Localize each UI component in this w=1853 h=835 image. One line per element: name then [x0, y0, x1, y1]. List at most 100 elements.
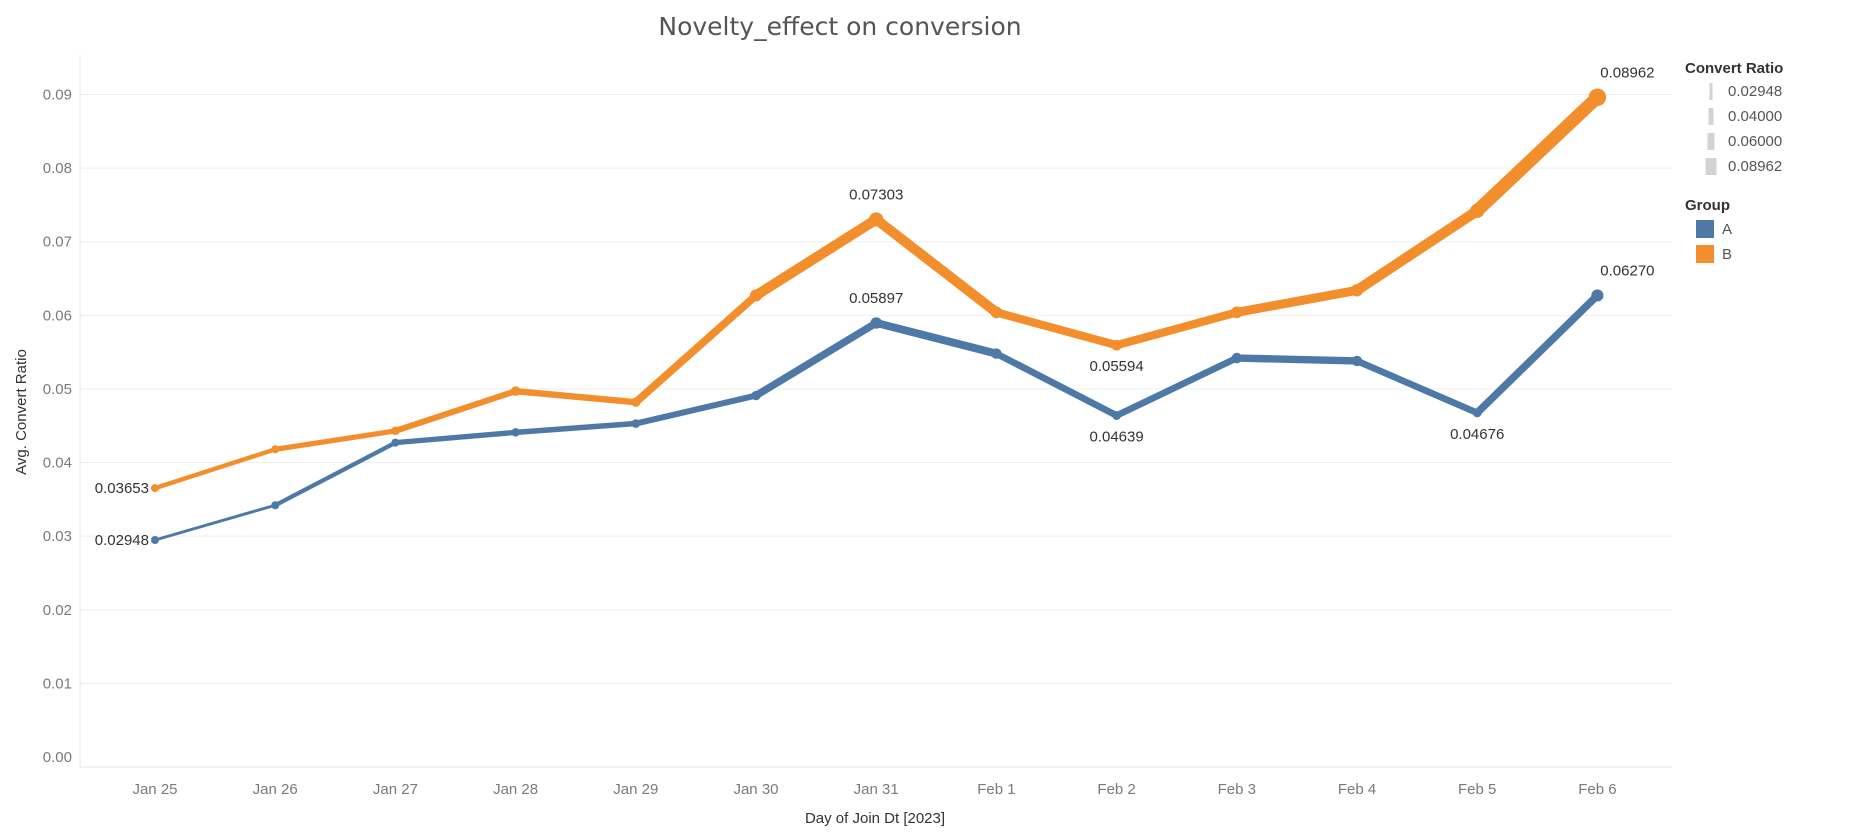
x-tick-label: Jan 26 [253, 781, 298, 798]
series-b-point [1111, 339, 1122, 351]
series-b-segment [631, 291, 760, 407]
y-tick-label: 0.01 [43, 675, 72, 692]
series-a-point [1472, 408, 1482, 418]
series-a-point [271, 501, 280, 510]
data-label: 0.05897 [849, 290, 903, 307]
series-b-segment [1351, 205, 1483, 296]
legend: Convert Ratio 0.02948 0.04000 0.06000 0.089… [1685, 60, 1783, 263]
x-tick-label: Feb 3 [1218, 781, 1256, 798]
data-label: 0.02948 [95, 532, 149, 549]
series-a-point [991, 348, 1002, 359]
data-label-layer: 0.02948 0.03653 0.05897 0.07303 0.05594 0.046… [95, 64, 1655, 549]
series-a-point [751, 390, 761, 401]
series-b-segment [992, 308, 1121, 350]
color-legend-title: Group [1685, 197, 1730, 214]
series-a-point [1231, 352, 1243, 364]
grid-layer [79, 55, 1672, 768]
series-b-segment [1232, 285, 1362, 317]
x-tick-label: Feb 2 [1097, 781, 1135, 798]
series-b-point [391, 426, 400, 436]
x-tick-label: Jan 30 [733, 781, 778, 798]
size-legend-swatch [1709, 83, 1713, 100]
y-tick-label: 0.07 [43, 234, 72, 251]
size-legend-label: 0.08962 [1728, 158, 1782, 175]
series-a-point [1351, 355, 1363, 367]
data-label: 0.04676 [1450, 426, 1504, 443]
x-tick-label: Feb 5 [1458, 781, 1496, 798]
series-a-point [1112, 411, 1122, 420]
series-b-point [990, 306, 1003, 319]
y-tick-label: 0.06 [43, 307, 72, 324]
series-b-point [151, 484, 159, 493]
data-label: 0.03653 [95, 480, 149, 497]
series-a-point [391, 438, 400, 447]
x-tick-label: Feb 4 [1338, 781, 1376, 798]
series-b-segment [272, 428, 399, 452]
color-legend-items: AB [1696, 220, 1732, 263]
x-tick-label: Jan 28 [493, 781, 538, 798]
series-a-segment [1113, 354, 1241, 419]
series-a-segment [273, 440, 398, 508]
y-tick-label: 0.00 [43, 749, 72, 766]
x-tick-label: Feb 1 [977, 781, 1015, 798]
series-b-point [1588, 88, 1607, 107]
series-a-segment [872, 318, 1001, 358]
data-label: 0.08962 [1600, 64, 1654, 81]
x-tick-label: Jan 31 [854, 781, 899, 798]
y-tick-label: 0.02 [43, 602, 72, 619]
series-a-segment [993, 350, 1120, 419]
x-tick-label: Feb 6 [1578, 781, 1616, 798]
series-b-segment [1470, 90, 1604, 218]
series-a-point [631, 419, 641, 428]
y-axis-title: Avg. Convert Ratio [13, 349, 30, 475]
series-a-segment [153, 503, 277, 542]
series-b-segment [392, 388, 519, 434]
series-a-segment [1233, 354, 1361, 365]
x-tick-label: Jan 27 [373, 781, 418, 798]
series-b-segment [1112, 308, 1241, 350]
group-legend-label: B [1722, 246, 1732, 263]
y-tick-label: 0.09 [43, 87, 72, 104]
group-legend-swatch [1696, 245, 1714, 263]
y-tick-label: 0.08 [43, 160, 72, 177]
series-b-segment [750, 214, 882, 301]
series-a-point [1591, 289, 1604, 302]
group-legend-swatch [1696, 220, 1714, 238]
series-b-point [749, 289, 763, 302]
data-label: 0.04639 [1089, 429, 1143, 446]
series-a-segment [752, 319, 880, 400]
size-legend-swatch [1705, 158, 1717, 175]
data-label: 0.07303 [849, 186, 903, 203]
y-tick-label: 0.04 [43, 455, 72, 472]
series-b-point [1230, 306, 1243, 319]
series-b-point [271, 445, 280, 454]
axis-layer: 0.00 0.01 0.02 0.03 0.04 0.05 0.06 0.07 0.08 0.09… [43, 87, 1617, 799]
series-b-point [510, 386, 521, 396]
x-tick-label: Jan 25 [132, 781, 177, 798]
series-a-segment [1353, 357, 1481, 417]
data-label: 0.05594 [1089, 358, 1143, 375]
series-layer [151, 88, 1607, 544]
series-b [151, 88, 1607, 493]
series-b-point [1350, 284, 1364, 297]
size-legend-title: Convert Ratio [1685, 60, 1783, 77]
series-a-point [151, 535, 159, 544]
size-legend-swatch [1708, 108, 1714, 125]
series-a-segment [512, 420, 639, 436]
chart-title: Novelty_effect on conversion [658, 12, 1021, 41]
series-b-point [631, 397, 641, 407]
size-legend-swatch [1707, 133, 1715, 150]
series-a-segment [632, 392, 760, 427]
size-legend-label: 0.02948 [1728, 83, 1782, 100]
series-b-segment [871, 214, 1002, 318]
data-label: 0.06270 [1600, 262, 1654, 279]
size-legend-label: 0.04000 [1728, 108, 1782, 125]
size-legend-items: 0.02948 0.04000 0.06000 0.08962 [1705, 83, 1782, 175]
x-axis-title: Day of Join Dt [2023] [805, 810, 945, 827]
series-a-point [870, 317, 882, 329]
series-a-point [511, 428, 520, 437]
x-tick-label: Jan 29 [613, 781, 658, 798]
series-b-segment [512, 387, 639, 406]
